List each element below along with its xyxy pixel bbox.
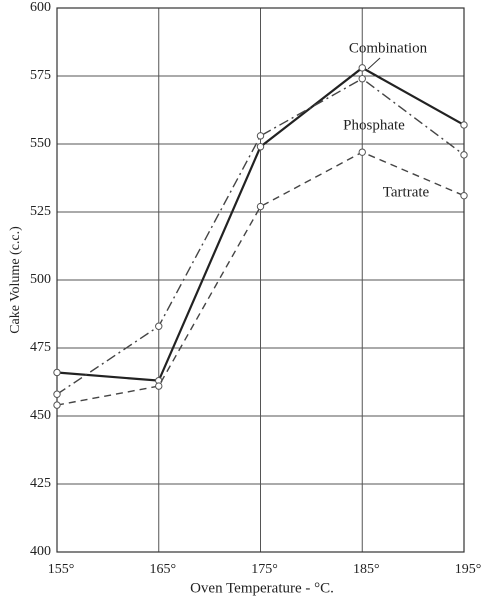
data-point: [53, 401, 61, 409]
data-point: [358, 75, 366, 83]
data-point: [460, 151, 468, 159]
y-tick-label: 425: [30, 476, 51, 491]
series-label: Tartrate: [383, 184, 430, 200]
y-tick-label: 500: [30, 272, 51, 287]
data-point: [256, 132, 265, 140]
y-tick-label: 400: [30, 544, 51, 559]
data-point: [460, 191, 468, 200]
series-line: [56, 77, 465, 395]
data-point: [256, 143, 265, 151]
label-pointer: [367, 57, 381, 70]
data-point: [53, 368, 61, 377]
x-tick-label: 165°: [149, 562, 176, 577]
y-tick-label: 525: [30, 204, 51, 219]
x-tick-label: 195°: [455, 562, 482, 577]
x-axis-title: Oven Temperature - °C.: [190, 580, 334, 596]
data-point: [358, 64, 366, 72]
series-label: Phosphate: [343, 117, 405, 133]
y-axis-title: Cake Volume (c.c.): [8, 226, 23, 334]
data-point: [256, 202, 265, 211]
data-point: [460, 121, 468, 129]
data-point: [155, 322, 163, 330]
data-point: [358, 148, 366, 156]
series-label: Combination: [349, 40, 428, 56]
x-tick-label: 175°: [251, 562, 278, 577]
y-tick-label: 600: [30, 0, 51, 15]
y-tick-label: 550: [30, 136, 51, 151]
plot-frame: [56, 7, 465, 553]
y-tick-label: 450: [30, 408, 51, 423]
series-line: [56, 151, 465, 406]
y-tick-label: 475: [30, 340, 51, 355]
data-point: [53, 390, 61, 398]
y-tick-label: 575: [30, 68, 51, 83]
x-tick-label: 155°: [48, 562, 75, 577]
x-tick-label: 185°: [353, 562, 380, 577]
data-point: [155, 382, 163, 390]
